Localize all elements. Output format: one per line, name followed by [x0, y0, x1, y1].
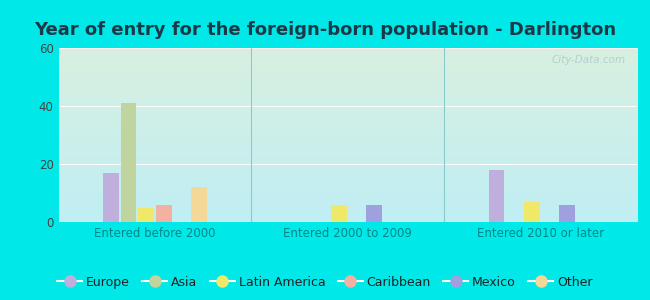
Legend: Europe, Asia, Latin America, Caribbean, Mexico, Other: Europe, Asia, Latin America, Caribbean, … [52, 271, 598, 294]
Text: Year of entry for the foreign-born population - Darlington: Year of entry for the foreign-born popul… [34, 21, 616, 39]
Bar [121, 103, 136, 222]
Bar [524, 202, 539, 222]
Text: City-Data.com: City-Data.com [551, 55, 625, 65]
Bar [103, 173, 118, 222]
Bar [367, 205, 382, 222]
Bar [489, 170, 504, 222]
Bar [138, 208, 154, 222]
Bar [559, 205, 575, 222]
Bar [191, 187, 207, 222]
Bar [331, 205, 346, 222]
Bar [156, 205, 172, 222]
